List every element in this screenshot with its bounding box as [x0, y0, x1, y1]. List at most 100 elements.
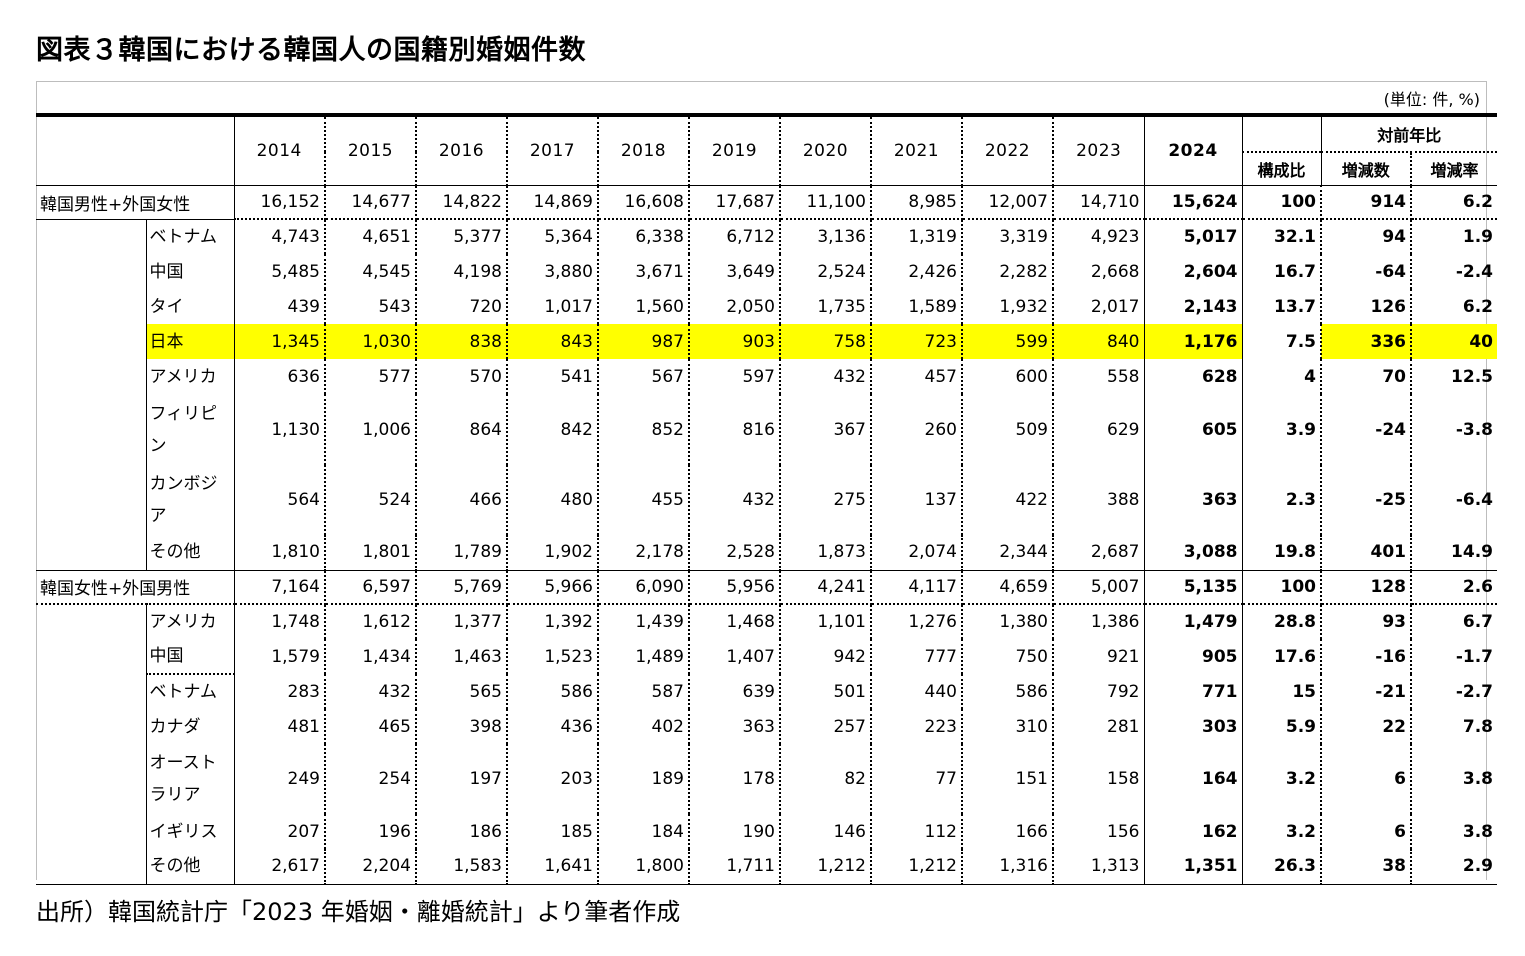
data-cell: 185 — [507, 814, 599, 849]
year-header: 2017 — [507, 113, 599, 186]
data-cell: 2,524 — [780, 254, 872, 289]
data-cell: 2,282 — [962, 254, 1054, 289]
data-cell: 28.8 — [1242, 604, 1322, 639]
year-header: 2024 — [1144, 113, 1243, 186]
data-cell: 1,523 — [507, 639, 599, 674]
data-cell: 1,612 — [325, 604, 417, 639]
data-cell: 501 — [780, 674, 872, 709]
data-cell: 842 — [507, 394, 599, 465]
data-cell: 457 — [871, 359, 963, 394]
data-cell: 2.3 — [1242, 465, 1322, 535]
data-cell: 1,932 — [962, 289, 1054, 324]
data-cell: 2,143 — [1144, 289, 1243, 324]
group-total-row: 韓国女性+外国男性 7,164 6,597 5,769 5,966 6,090 5,956 4… — [36, 569, 1497, 605]
header-corner — [36, 113, 235, 186]
data-cell: 26.3 — [1242, 849, 1322, 885]
data-cell: 605 — [1144, 394, 1243, 465]
row-spacer — [36, 639, 147, 674]
data-cell: 1,345 — [234, 324, 326, 359]
data-cell: 524 — [325, 465, 417, 535]
data-cell: 843 — [507, 324, 599, 359]
data-cell: 388 — [1053, 465, 1145, 535]
total-cell: 5,956 — [689, 569, 781, 605]
data-cell: 565 — [416, 674, 508, 709]
data-cell: -21 — [1321, 674, 1412, 709]
data-cell: 3,671 — [598, 254, 690, 289]
row-spacer — [36, 359, 147, 394]
data-cell: 838 — [416, 324, 508, 359]
data-cell: 1,560 — [598, 289, 690, 324]
data-cell: 40 — [1411, 324, 1497, 359]
data-cell: 178 — [689, 744, 781, 814]
data-cell: 112 — [871, 814, 963, 849]
row-label: タイ — [146, 289, 235, 324]
data-cell: 1,017 — [507, 289, 599, 324]
data-cell: 1,711 — [689, 849, 781, 885]
total-cell: 2.6 — [1411, 569, 1497, 605]
data-cell: 942 — [780, 639, 872, 674]
data-cell: 398 — [416, 709, 508, 744]
data-cell: 558 — [1053, 359, 1145, 394]
row-label: オーストラリア — [146, 744, 235, 814]
row-label: アメリカ — [146, 359, 235, 394]
data-cell: 1,439 — [598, 604, 690, 639]
data-cell: 1.9 — [1411, 218, 1497, 254]
data-cell: 5,377 — [416, 218, 508, 254]
table-row: その他 1,810 1,801 1,789 1,902 2,178 2,528 1,873 2,… — [36, 535, 1497, 571]
data-cell: 223 — [871, 709, 963, 744]
data-cell: 6 — [1321, 814, 1412, 849]
row-spacer — [36, 674, 147, 709]
data-cell: 363 — [689, 709, 781, 744]
data-cell: 1,748 — [234, 604, 326, 639]
row-spacer — [36, 324, 147, 359]
data-cell: 77 — [871, 744, 963, 814]
data-cell: 629 — [1053, 394, 1145, 465]
data-cell: 196 — [325, 814, 417, 849]
data-cell: -25 — [1321, 465, 1412, 535]
data-cell: 275 — [780, 465, 872, 535]
data-cell: 1,313 — [1053, 849, 1145, 885]
data-cell: -2.7 — [1455, 681, 1493, 702]
data-cell: 1,479 — [1144, 604, 1243, 639]
table-row: フィリピン 1,130 1,006 864 842 852 816 367 260 509 629 6… — [36, 394, 1497, 465]
data-cell: -64 — [1321, 254, 1412, 289]
table-row: 日本 1,345 1,030 838 843 987 903 758 723 599 840 1,17… — [36, 324, 1497, 359]
row-spacer — [36, 219, 147, 254]
data-cell: 3,319 — [962, 218, 1054, 254]
year-header: 2016 — [416, 113, 508, 186]
row-spacer — [36, 535, 147, 571]
data-cell: 137 — [871, 465, 963, 535]
data-cell: 310 — [962, 709, 1054, 744]
data-cell: 567 — [598, 359, 690, 394]
data-cell: 481 — [234, 709, 326, 744]
year-header: 2018 — [598, 113, 690, 186]
total-cell: 11,100 — [780, 185, 872, 220]
data-cell: 1,351 — [1144, 849, 1243, 885]
total-cell: 4,659 — [962, 569, 1054, 605]
data-cell: 283 — [234, 674, 326, 709]
data-cell: 600 — [962, 359, 1054, 394]
row-label: その他 — [146, 849, 235, 885]
data-cell: 1,212 — [780, 849, 872, 885]
marriage-table: 2014 2015 2016 2017 2018 2019 2020 2021 2022 2023… — [36, 113, 1497, 885]
data-cell: 3,649 — [689, 254, 781, 289]
data-cell: 2,617 — [234, 849, 326, 885]
year-header: 2023 — [1053, 113, 1145, 186]
data-cell: 1,583 — [416, 849, 508, 885]
data-cell: 260 — [871, 394, 963, 465]
data-cell: 4,651 — [325, 218, 417, 254]
table-row: カンボジア 564 524 466 480 455 432 275 137 422 388 363 2.… — [36, 465, 1497, 535]
data-cell: 5,364 — [507, 218, 599, 254]
data-cell: 156 — [1053, 814, 1145, 849]
data-cell: 281 — [1053, 709, 1145, 744]
row-label: フィリピン — [146, 394, 235, 465]
data-cell: 1,316 — [962, 849, 1054, 885]
data-cell: 6 — [1321, 744, 1412, 814]
data-cell: 7.8 — [1462, 716, 1493, 737]
data-cell: 1,386 — [1053, 604, 1145, 639]
row-spacer — [36, 254, 147, 289]
data-cell: 126 — [1321, 289, 1412, 324]
data-cell: 432 — [689, 465, 781, 535]
page-title: 図表３韓国における韓国人の国籍別婚姻件数 — [36, 35, 586, 66]
data-cell: 1,407 — [689, 639, 781, 674]
